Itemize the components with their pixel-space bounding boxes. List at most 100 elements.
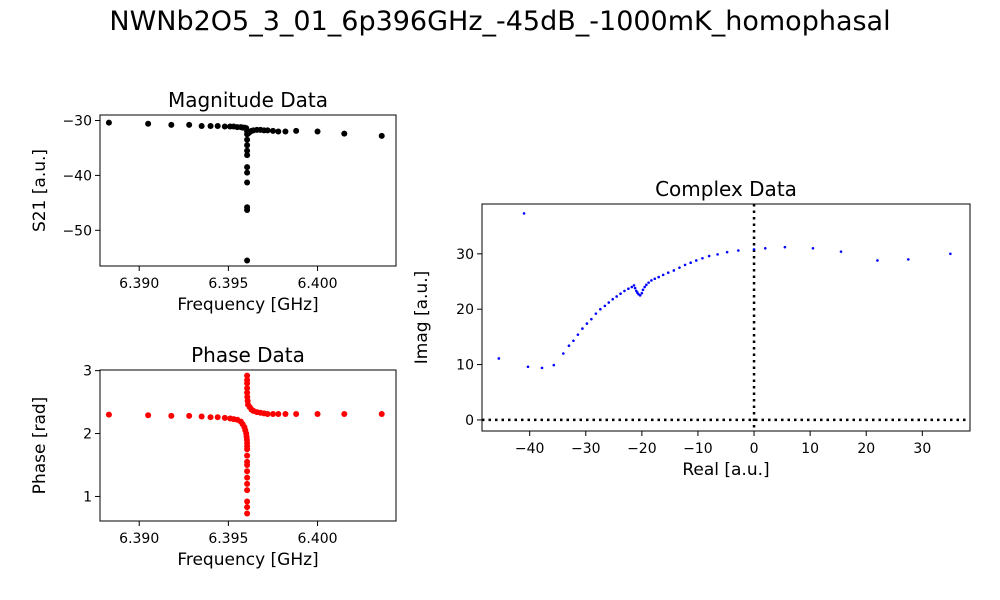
magnitude-x-axis-label: Frequency [GHz] (177, 295, 318, 315)
complex-data-point (661, 273, 665, 277)
complex-data-point (737, 249, 740, 252)
phase-data-point (244, 480, 251, 487)
phase-data-point (186, 412, 193, 419)
phase-data-point (244, 446, 251, 453)
complex-data-point (585, 322, 589, 325)
phase-data-point (341, 411, 348, 418)
complex-data-point (683, 263, 687, 267)
magnitude-plot: 6.390 6.395 6.400 −30 −40 −50 Magnitude Data Fr… (30, 88, 397, 315)
phase-data-point (244, 389, 251, 396)
complex-data-point (638, 294, 642, 297)
complex-data-point (811, 246, 815, 250)
complex-x-tick-label: 20 (857, 441, 875, 457)
magnitude-x-tick-label: 6.390 (119, 276, 159, 292)
phase-y-tick-label: 2 (83, 427, 92, 443)
magnitude-y-tick-label: −30 (62, 113, 92, 129)
magnitude-data-point (244, 257, 251, 264)
phase-axes-frame (99, 369, 397, 522)
phase-data-point (275, 411, 282, 418)
complex-x-tick-label: 30 (913, 441, 931, 457)
complex-data-point (716, 253, 719, 256)
complex-data-point (522, 212, 526, 215)
magnitude-x-tick-label: 6.400 (297, 276, 337, 292)
magnitude-y-axis-label: S21 [a.u.] (30, 149, 50, 232)
complex-data-point (725, 250, 729, 254)
phase-data-point (244, 510, 251, 517)
magnitude-data-point (378, 132, 385, 139)
phase-x-tick-label: 6.395 (208, 531, 248, 547)
magnitude-data-point (198, 122, 205, 129)
magnitude-data-point (244, 147, 251, 154)
magnitude-data-point (282, 128, 289, 135)
phase-y-tick-label: 1 (83, 489, 92, 505)
complex-data-point (632, 284, 636, 287)
magnitude-data-point (186, 121, 193, 128)
complex-data-point (643, 285, 646, 289)
complex-data-point (562, 352, 565, 355)
complex-data-point (627, 287, 630, 291)
phase-x-tick-label: 6.400 (297, 531, 337, 547)
complex-data-point (657, 275, 660, 279)
phase-data-point (244, 487, 251, 494)
magnitude-x-tick-label: 6.395 (208, 276, 248, 292)
phase-data-point (244, 462, 251, 469)
complex-data-point (645, 283, 648, 287)
phase-data-point (244, 498, 251, 505)
complex-data-point (581, 327, 584, 330)
phase-data-point (282, 411, 289, 418)
complex-x-tick-label: −30 (571, 441, 601, 457)
complex-y-tick-label: 0 (465, 413, 474, 429)
phase-data-point (105, 411, 112, 418)
phase-data-point (244, 372, 251, 379)
complex-data-point (694, 259, 698, 262)
complex-plot: −40 −30 −20 −10 0 10 20 30 0 10 20 30 Complex Data Re… (412, 177, 971, 480)
magnitude-data-point (244, 206, 251, 213)
complex-data-point (906, 258, 910, 261)
phase-data-point (244, 468, 251, 475)
complex-data-point (701, 256, 704, 260)
magnitude-y-tick-label: −50 (62, 223, 92, 239)
phase-x-axis-label: Frequency [GHz] (177, 550, 318, 570)
complex-data-point (672, 269, 676, 272)
phase-y-axis-label: Phase [rad] (30, 397, 50, 495)
complex-y-tick-label: 30 (456, 247, 474, 263)
complex-data-point (599, 307, 602, 311)
magnitude-data-point (207, 122, 214, 129)
phase-data-point (207, 414, 214, 421)
phase-data-point (244, 504, 251, 511)
magnitude-data-point (314, 128, 321, 135)
complex-data-point (623, 289, 626, 293)
complex-data-point (783, 245, 787, 249)
complex-data-point (526, 365, 530, 369)
magnitude-data-point (105, 119, 112, 126)
phase-data-point (244, 385, 251, 392)
complex-data-point (615, 295, 618, 298)
complex-y-tick-label: 20 (456, 302, 474, 318)
complex-data-point (633, 286, 637, 290)
complex-x-tick-label: −10 (683, 441, 713, 457)
phase-data-point (264, 411, 271, 418)
complex-data-point (641, 288, 645, 292)
magnitude-data-point (221, 123, 228, 130)
phase-data-point (168, 412, 175, 419)
complex-plot-title: Complex Data (655, 177, 797, 201)
complex-data-point (689, 261, 692, 264)
phase-data-point (378, 411, 385, 418)
complex-data-point (949, 252, 952, 256)
complex-x-tick-label: 0 (750, 441, 759, 457)
complex-data-point (678, 266, 681, 269)
magnitude-data-point (244, 169, 251, 176)
complex-x-tick-label: 10 (801, 441, 819, 457)
complex-data-point (590, 317, 593, 321)
complex-axes-frame (481, 203, 971, 432)
complex-data-point (647, 281, 650, 284)
phase-data-point (214, 414, 221, 421)
complex-data-point (567, 344, 571, 348)
complex-data-point (630, 285, 634, 289)
phase-y-tick-label: 3 (83, 364, 92, 380)
magnitude-data-point (269, 127, 276, 134)
phase-data-point (269, 411, 276, 418)
magnitude-data-point (341, 130, 348, 137)
complex-data-point (752, 248, 756, 251)
